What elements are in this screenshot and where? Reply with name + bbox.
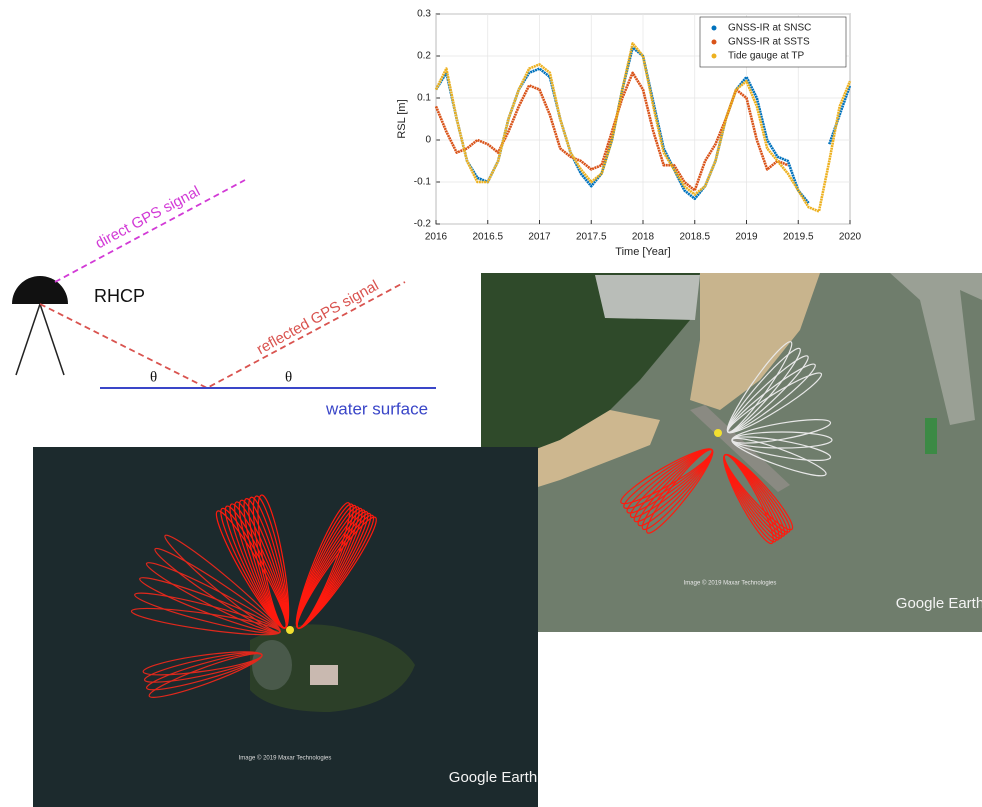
legend-marker: [712, 26, 717, 31]
y-tick-label: 0.3: [417, 9, 431, 20]
satellite-image: Image © 2019 Maxar Technologies Google E…: [33, 447, 538, 807]
boat: [925, 418, 937, 454]
angle-label: θ: [285, 369, 292, 385]
x-tick-label: 2016: [425, 232, 448, 243]
buildings: [595, 275, 700, 320]
y-tick-label: -0.2: [414, 219, 432, 230]
x-tick-label: 2018.5: [679, 232, 710, 243]
surface-label: water surface: [325, 399, 428, 418]
legend-label: GNSS-IR at SNSC: [728, 23, 811, 34]
x-tick-label: 2018: [632, 232, 655, 243]
image-credit: Image © 2019 Maxar Technologies: [684, 580, 777, 587]
building: [310, 665, 338, 685]
chart: Time [Year] RSL [m] -0.2 -0.1 0 0.1 0.2 0.3 20…: [396, 9, 862, 258]
x-tick-label: 2020: [839, 232, 862, 243]
legend-label: GNSS-IR at SSTS: [728, 37, 810, 48]
x-tick-label: 2016.5: [472, 232, 503, 243]
x-tick-label: 2019: [735, 232, 758, 243]
antenna-label: RHCP: [94, 286, 145, 306]
pin: [286, 626, 294, 634]
x-tick-label: 2017: [528, 232, 551, 243]
watermark: Google Earth: [449, 769, 537, 786]
image-credit: Image © 2019 Maxar Technologies: [239, 755, 332, 762]
x-axis-label: Time [Year]: [615, 246, 670, 258]
y-axis-label: RSL [m]: [396, 99, 408, 138]
legend-marker: [712, 54, 717, 59]
figure: direct GPS signal RHCP reflected GPS sig…: [0, 0, 982, 807]
legend-marker: [712, 40, 717, 45]
satellite-image: Image © 2019 Maxar Technologies Google E…: [481, 273, 982, 632]
y-tick-label: 0: [425, 135, 431, 146]
y-tick-label: -0.1: [414, 177, 432, 188]
y-tick-label: 0.2: [417, 51, 431, 62]
angle-label: θ: [150, 369, 157, 385]
x-tick-label: 2017.5: [576, 232, 607, 243]
page: direct GPS signal RHCP reflected GPS sig…: [0, 0, 982, 807]
x-tick-label: 2019.5: [783, 232, 814, 243]
reservoir: [252, 640, 292, 690]
legend-label: Tide gauge at TP: [728, 51, 804, 62]
pin: [714, 429, 722, 437]
y-tick-label: 0.1: [417, 93, 431, 104]
watermark: Google Earth: [896, 595, 982, 612]
